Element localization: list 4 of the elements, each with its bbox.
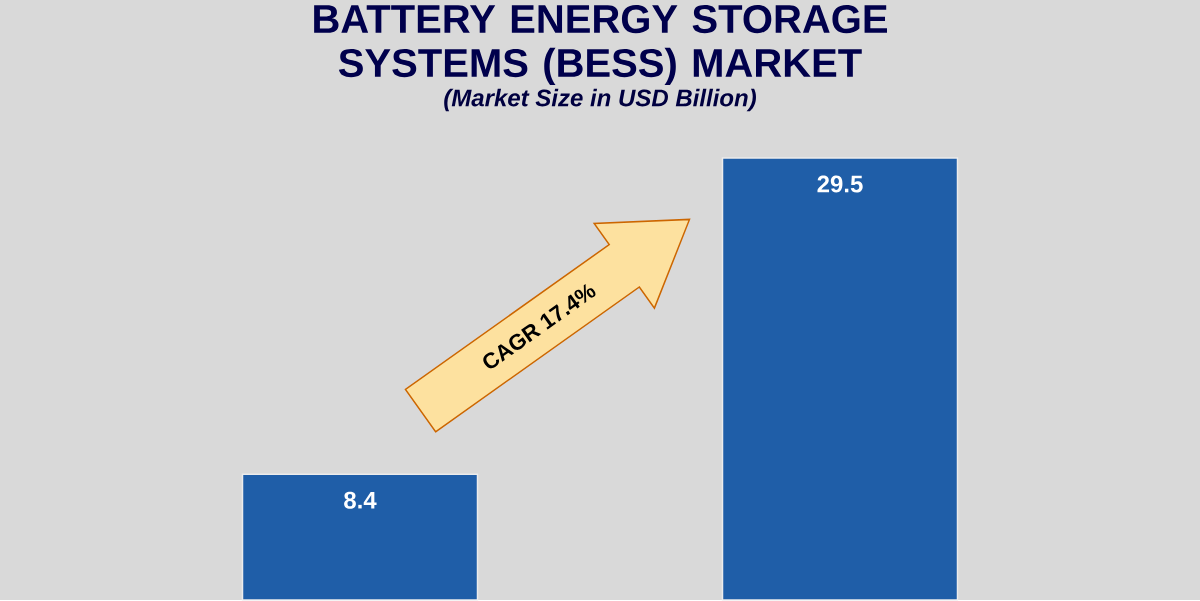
chart-title: BATTERY ENERGY STORAGE SYSTEMS (BESS) MARKET	[314, 5, 887, 86]
data-label: 29.5	[817, 175, 863, 193]
data-label: 8.4	[344, 491, 377, 509]
chart-subtitle: (Market Size in USD Billion)	[444, 88, 756, 112]
